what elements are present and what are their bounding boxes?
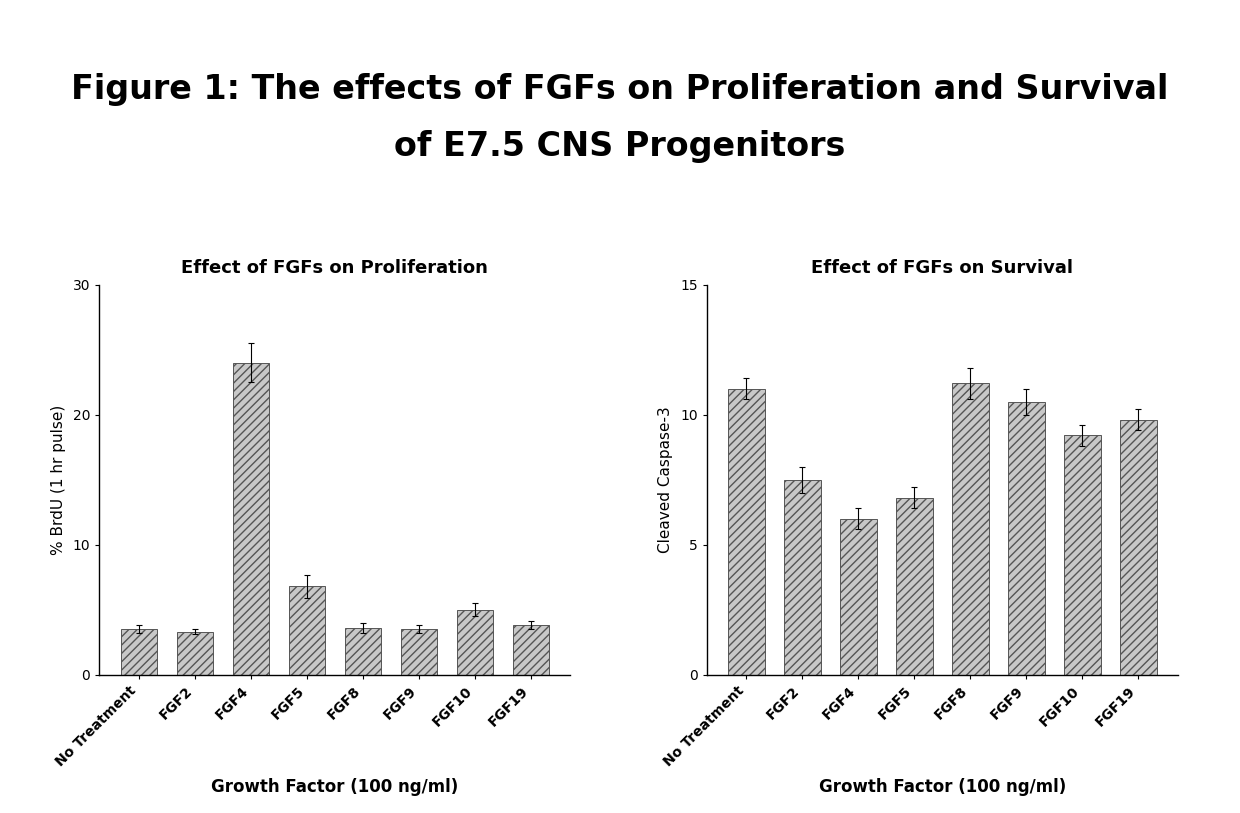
X-axis label: Growth Factor (100 ng/ml): Growth Factor (100 ng/ml)	[211, 778, 459, 796]
Y-axis label: % BrdU (1 hr pulse): % BrdU (1 hr pulse)	[51, 405, 66, 554]
Bar	[456, 610, 494, 675]
Title: Effect of FGFs on Survival: Effect of FGFs on Survival	[811, 259, 1074, 277]
Bar	[952, 384, 988, 675]
Bar	[1064, 436, 1101, 675]
Y-axis label: Cleaved Caspase-3: Cleaved Caspase-3	[658, 406, 673, 553]
Bar	[1008, 402, 1044, 675]
Bar	[289, 586, 325, 675]
Bar	[841, 519, 877, 675]
Bar	[176, 632, 213, 675]
Bar	[784, 480, 821, 675]
Title: Effect of FGFs on Proliferation: Effect of FGFs on Proliferation	[181, 259, 489, 277]
Bar	[728, 389, 765, 675]
Text: Figure 1: The effects of FGFs on Proliferation and Survival: Figure 1: The effects of FGFs on Prolife…	[72, 73, 1168, 107]
Bar	[401, 629, 436, 675]
Text: of E7.5 CNS Progenitors: of E7.5 CNS Progenitors	[394, 130, 846, 163]
Bar	[897, 498, 932, 675]
Bar	[233, 363, 269, 675]
Bar	[512, 625, 549, 675]
Bar	[345, 628, 381, 675]
Bar	[120, 629, 157, 675]
Bar	[1120, 420, 1157, 675]
X-axis label: Growth Factor (100 ng/ml): Growth Factor (100 ng/ml)	[818, 778, 1066, 796]
